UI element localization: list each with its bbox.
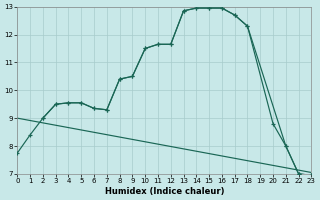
X-axis label: Humidex (Indice chaleur): Humidex (Indice chaleur) [105, 187, 224, 196]
